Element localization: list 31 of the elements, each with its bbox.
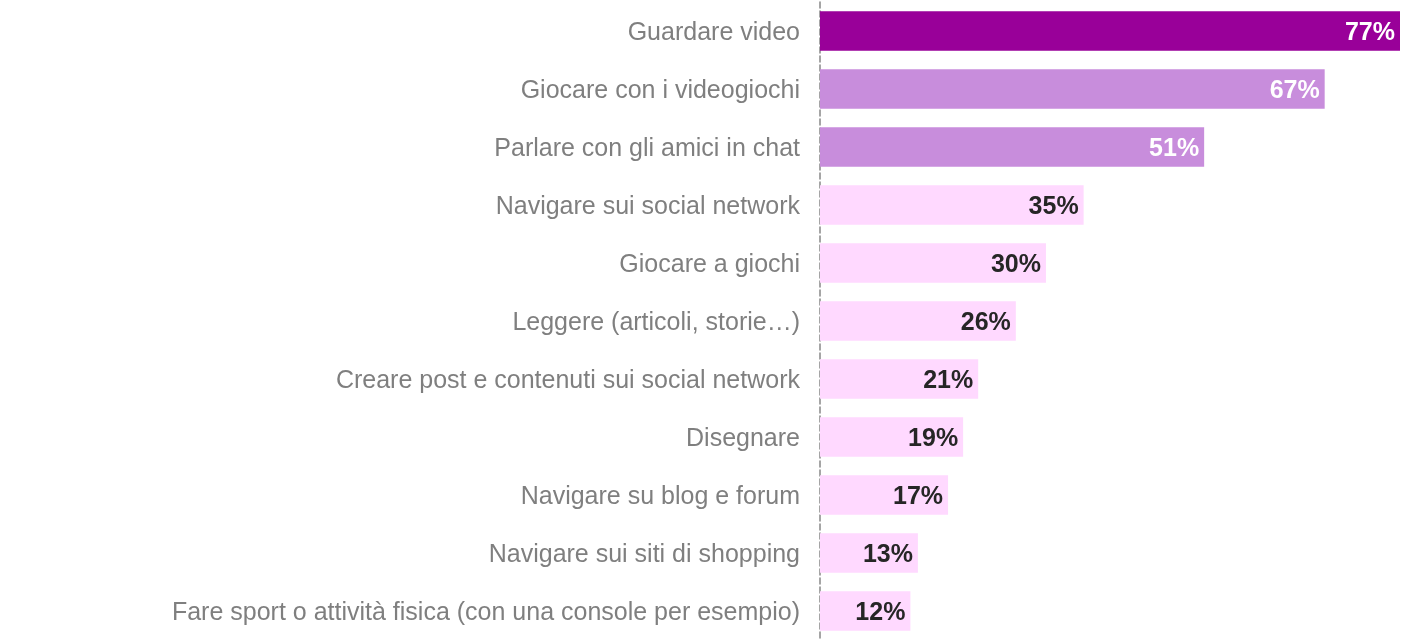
bar — [820, 359, 979, 399]
y-tick-label: Navigare sui social network — [495, 191, 801, 219]
bar — [820, 301, 1016, 341]
y-tick-label: Parlare con gli amici in chat — [494, 133, 801, 161]
data-label: 17% — [893, 481, 944, 509]
bar — [820, 69, 1325, 109]
y-tick-label: Leggere (articoli, storie…) — [512, 307, 800, 335]
bar — [820, 417, 964, 457]
data-label: 51% — [1149, 133, 1200, 161]
y-tick-label: Guardare video — [627, 17, 800, 45]
y-tick-label: Fare sport o attività fisica (con una console per esempio) — [171, 597, 800, 625]
bar — [820, 475, 949, 515]
data-label: 19% — [908, 423, 959, 451]
y-tick-label: Giocare a giochi — [619, 249, 800, 277]
bar — [820, 127, 1205, 167]
bar — [820, 243, 1046, 283]
data-label: 30% — [990, 249, 1041, 277]
bar — [820, 185, 1084, 225]
y-tick-label: Navigare sui siti di shopping — [488, 539, 800, 567]
data-label: 13% — [862, 539, 913, 567]
bar — [820, 11, 1400, 51]
data-label: 21% — [923, 365, 974, 393]
y-tick-label: Disegnare — [686, 423, 800, 451]
y-tick-label: Navigare su blog e forum — [520, 481, 800, 509]
data-label: 12% — [855, 597, 906, 625]
data-label: 35% — [1028, 191, 1079, 219]
y-tick-label: Creare post e contenuti sui social network — [335, 365, 801, 393]
data-label: 26% — [960, 307, 1011, 335]
data-label: 67% — [1269, 75, 1320, 103]
y-tick-label: Giocare con i videogiochi — [520, 75, 800, 103]
data-label: 77% — [1344, 17, 1395, 45]
